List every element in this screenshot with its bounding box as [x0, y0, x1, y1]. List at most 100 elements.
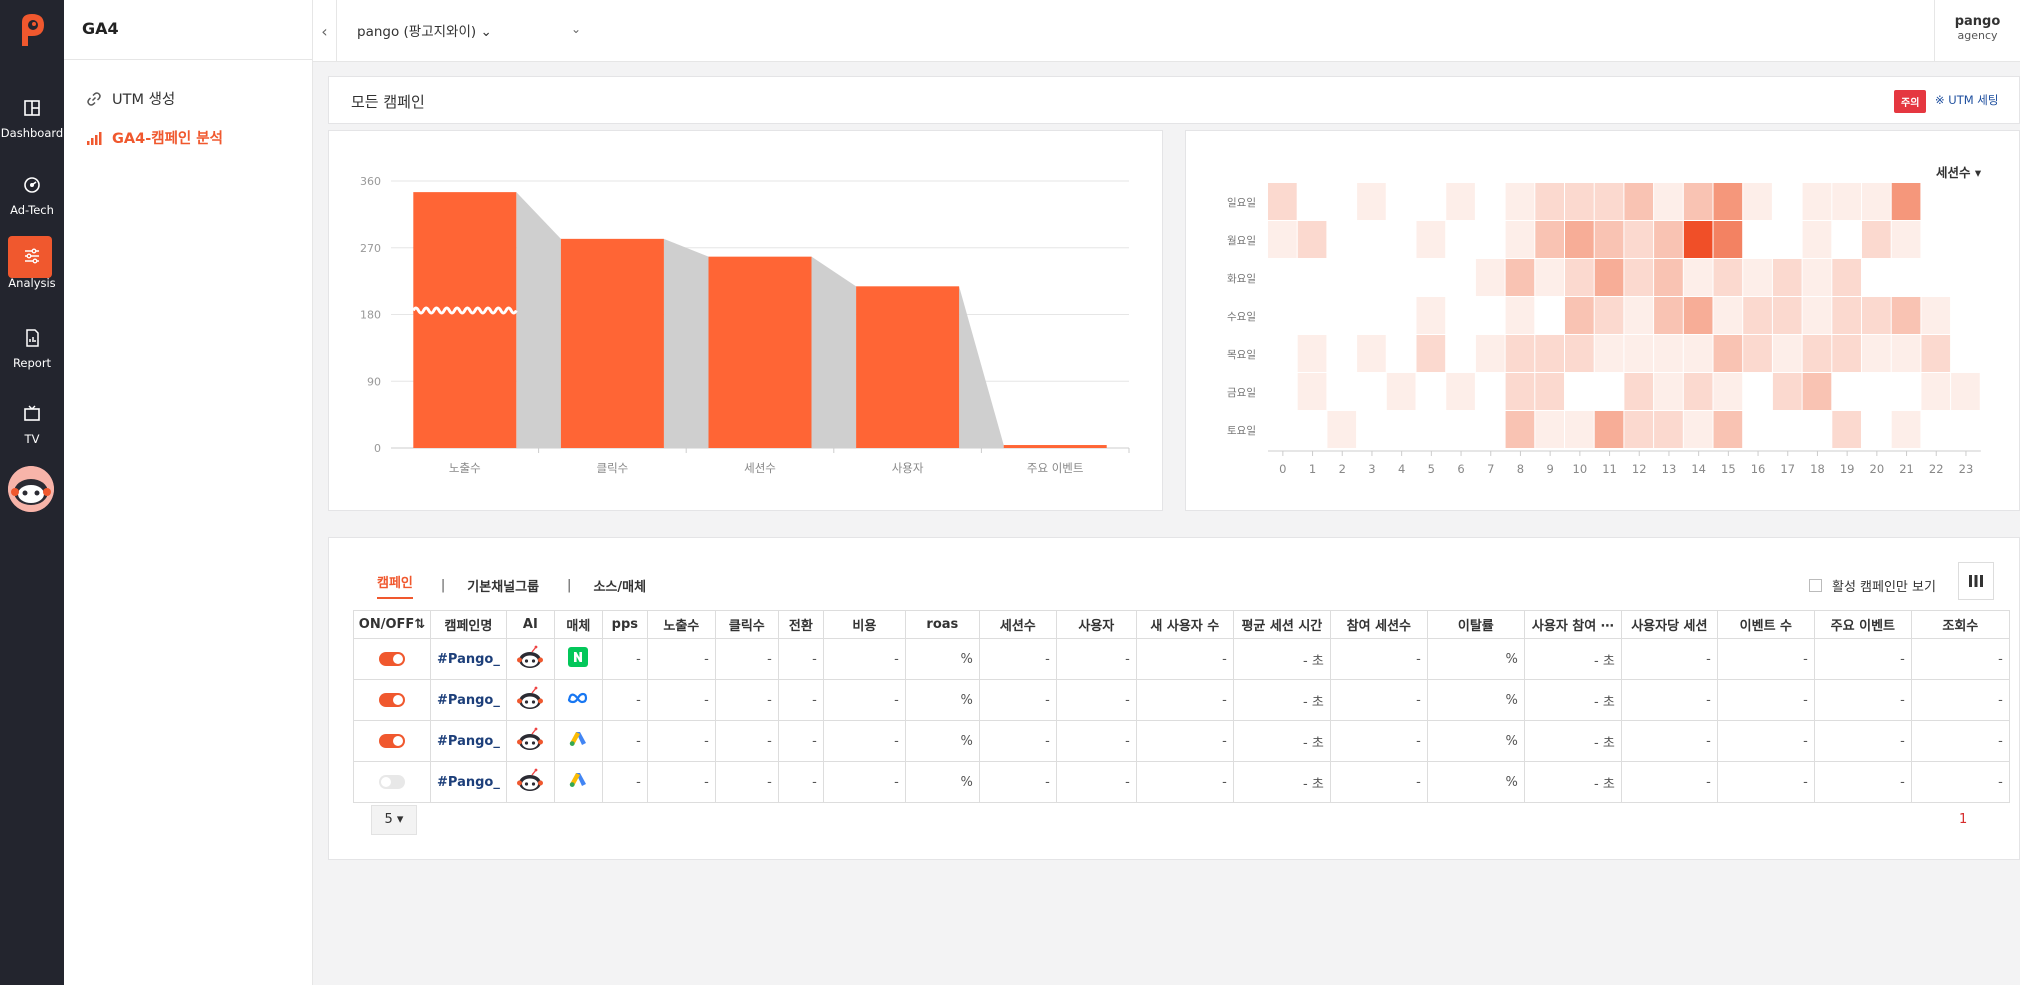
heatmap-cell[interactable]	[1297, 221, 1327, 258]
heatmap-cell[interactable]	[1951, 335, 1980, 372]
heatmap-cell[interactable]	[1683, 221, 1713, 258]
heatmap-cell[interactable]	[1654, 411, 1683, 448]
heatmap-cell[interactable]	[1475, 335, 1505, 372]
heatmap-cell[interactable]	[1565, 259, 1594, 296]
active-only-filter[interactable]: 활성 캠페인만 보기	[1809, 576, 1936, 595]
heatmap-cell[interactable]	[1743, 335, 1772, 372]
heatmap-cell[interactable]	[1505, 297, 1535, 334]
rail-item-analysis[interactable]: Analysis	[0, 234, 64, 298]
funnel-bar[interactable]	[560, 238, 664, 448]
heatmap-cell[interactable]	[1416, 297, 1446, 334]
heatmap-cell[interactable]	[1832, 183, 1861, 220]
ai-cell[interactable]	[505, 679, 555, 721]
heatmap-cell[interactable]	[1446, 183, 1475, 220]
heatmap-cell[interactable]	[1891, 183, 1921, 220]
heatmap-cell[interactable]	[1683, 259, 1713, 296]
heatmap-cell[interactable]	[1386, 259, 1416, 296]
rail-item-report[interactable]: Report	[0, 314, 64, 378]
heatmap-cell[interactable]	[1505, 373, 1535, 410]
rail-item-ad-tech[interactable]: Ad-Tech	[0, 161, 64, 225]
heatmap-cell[interactable]	[1862, 183, 1891, 220]
heatmap-cell[interactable]	[1624, 411, 1654, 448]
heatmap-cell[interactable]	[1772, 221, 1802, 258]
campaign-toggle[interactable]	[379, 652, 405, 666]
campaign-toggle[interactable]	[379, 693, 405, 707]
bot-avatar[interactable]	[8, 466, 54, 512]
collapse-sidebar-button[interactable]: ‹	[313, 0, 337, 62]
tab-source-medium[interactable]: 소스/매체	[593, 580, 647, 595]
heatmap-cell[interactable]	[1297, 183, 1327, 220]
campaign-name[interactable]: #Pango_	[430, 761, 507, 803]
heatmap-cell[interactable]	[1475, 221, 1505, 258]
funnel-bar[interactable]	[856, 286, 960, 448]
heatmap-cell[interactable]	[1743, 183, 1772, 220]
page-size-select[interactable]: 5 ▾	[371, 805, 417, 835]
heatmap-cell[interactable]	[1535, 183, 1564, 220]
heatmap-cell[interactable]	[1416, 411, 1446, 448]
column-header[interactable]: 이벤트 수	[1716, 610, 1815, 639]
heatmap-cell[interactable]	[1862, 259, 1891, 296]
heatmap-cell[interactable]	[1594, 259, 1624, 296]
heatmap-cell[interactable]	[1446, 373, 1475, 410]
heatmap-cell[interactable]	[1743, 411, 1772, 448]
heatmap-cell[interactable]	[1594, 335, 1624, 372]
heatmap-cell[interactable]	[1565, 297, 1594, 334]
heatmap-cell[interactable]	[1654, 297, 1683, 334]
column-header[interactable]: 매체	[553, 610, 603, 639]
heatmap-cell[interactable]	[1891, 335, 1921, 372]
heatmap-cell[interactable]	[1268, 221, 1297, 258]
heatmap-cell[interactable]	[1654, 259, 1683, 296]
pango-logo[interactable]	[14, 12, 50, 48]
heatmap-cell[interactable]	[1624, 373, 1654, 410]
heatmap-cell[interactable]	[1802, 373, 1832, 410]
heatmap-cell[interactable]	[1416, 373, 1446, 410]
heatmap-cell[interactable]	[1802, 335, 1832, 372]
heatmap-cell[interactable]	[1594, 297, 1624, 334]
column-header[interactable]: AI	[505, 610, 555, 639]
column-header[interactable]: 사용자당 세션	[1620, 610, 1718, 639]
org-switcher[interactable]: pango agency	[1934, 0, 2020, 62]
heatmap-cell[interactable]	[1357, 221, 1386, 258]
heatmap-cell[interactable]	[1386, 373, 1416, 410]
heatmap-cell[interactable]	[1772, 259, 1802, 296]
heatmap-cell[interactable]	[1297, 259, 1327, 296]
heatmap-cell[interactable]	[1475, 183, 1505, 220]
column-header[interactable]: pps	[601, 610, 648, 639]
heatmap-cell[interactable]	[1386, 183, 1416, 220]
heatmap-cell[interactable]	[1357, 259, 1386, 296]
heatmap-cell[interactable]	[1416, 183, 1446, 220]
heatmap-cell[interactable]	[1891, 411, 1921, 448]
heatmap-cell[interactable]	[1594, 221, 1624, 258]
heatmap-cell[interactable]	[1802, 183, 1832, 220]
heatmap-cell[interactable]	[1535, 259, 1564, 296]
heatmap-cell[interactable]	[1624, 259, 1654, 296]
heatmap-cell[interactable]	[1594, 411, 1624, 448]
heatmap-cell[interactable]	[1565, 335, 1594, 372]
tab-default-channel-group[interactable]: 기본채널그룹	[467, 580, 540, 595]
heatmap-cell[interactable]	[1921, 335, 1951, 372]
heatmap-cell[interactable]	[1416, 259, 1446, 296]
heatmap-cell[interactable]	[1565, 221, 1594, 258]
heatmap-cell[interactable]	[1891, 259, 1921, 296]
heatmap-cell[interactable]	[1327, 411, 1357, 448]
heatmap-cell[interactable]	[1802, 411, 1832, 448]
heatmap-cell[interactable]	[1624, 221, 1654, 258]
column-header[interactable]: 세션수	[978, 610, 1057, 639]
heatmap-cell[interactable]	[1594, 373, 1624, 410]
funnel-bar[interactable]	[708, 256, 812, 448]
heatmap-cell[interactable]	[1951, 297, 1980, 334]
heatmap-cell[interactable]	[1891, 221, 1921, 258]
heatmap-cell[interactable]	[1446, 335, 1475, 372]
ai-cell[interactable]	[505, 761, 555, 803]
column-header[interactable]: roas	[904, 610, 980, 639]
table-row[interactable]: #Pango_ - - - - -% - - - - 초 -% - 초----	[353, 720, 2010, 762]
heatmap-cell[interactable]	[1416, 335, 1446, 372]
utm-setting-link[interactable]: ※ UTM 세팅	[1935, 93, 1999, 107]
heatmap-cell[interactable]	[1386, 221, 1416, 258]
heatmap-cell[interactable]	[1297, 411, 1327, 448]
heatmap-cell[interactable]	[1921, 221, 1951, 258]
column-header[interactable]: 평균 세션 시간	[1232, 610, 1331, 639]
heatmap-cell[interactable]	[1327, 373, 1357, 410]
heatmap-cell[interactable]	[1772, 183, 1802, 220]
heatmap-cell[interactable]	[1832, 373, 1861, 410]
